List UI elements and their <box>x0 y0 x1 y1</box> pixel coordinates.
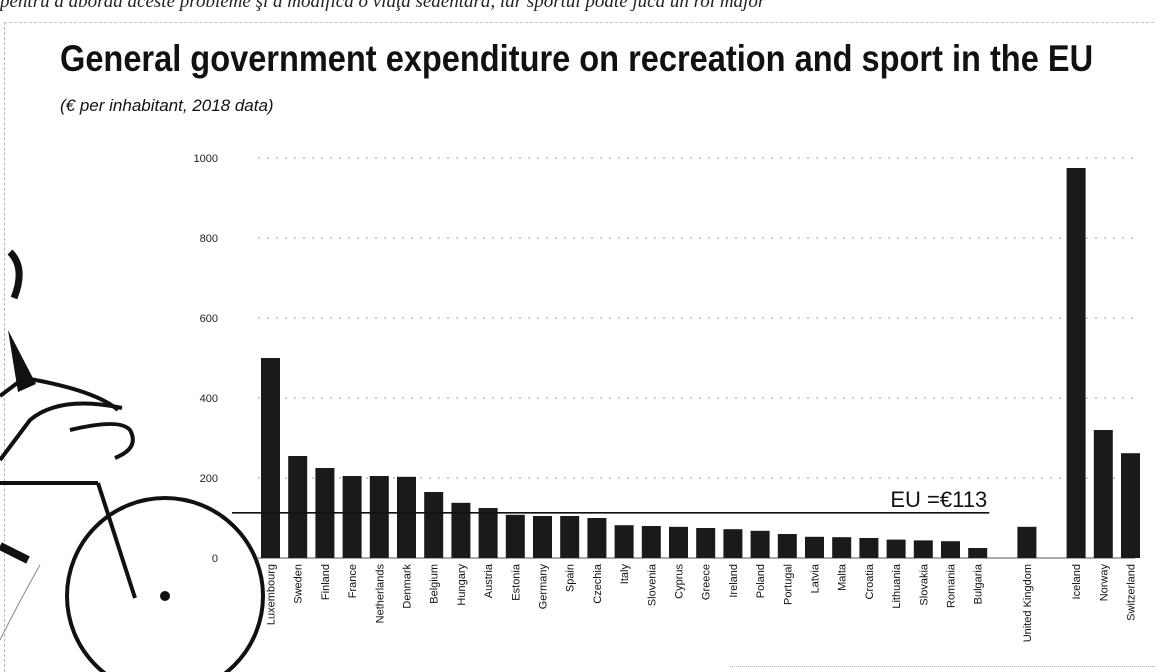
bar-portugal <box>777 534 797 558</box>
bar-norway <box>1093 430 1113 558</box>
bar-poland <box>750 530 770 558</box>
chart-subtitle: (€ per inhabitant, 2018 data) <box>60 96 274 115</box>
x-tick-label: Ireland <box>728 564 740 598</box>
x-tick-label: Netherlands <box>374 564 386 624</box>
x-tick-label: France <box>347 564 359 598</box>
x-tick-label: Italy <box>619 564 631 585</box>
x-tick-label: Denmark <box>402 564 414 609</box>
bar-greece <box>696 528 716 558</box>
x-tick-label: Hungary <box>456 564 468 606</box>
x-tick-label: Estonia <box>510 563 522 601</box>
x-tick-label: Czechia <box>592 563 604 604</box>
y-tick-label: 0 <box>212 553 218 565</box>
x-tick-label: Slovakia <box>918 563 930 605</box>
x-tick-label: Poland <box>755 564 767 598</box>
x-tick-label: Greece <box>701 564 713 600</box>
x-tick-label: Austria <box>483 563 495 598</box>
x-tick-label: Bulgaria <box>973 563 985 604</box>
bar-germany <box>533 516 552 558</box>
bar-malta <box>832 537 852 558</box>
x-tick-label: Malta <box>837 563 849 591</box>
y-tick-label: 600 <box>200 313 218 325</box>
x-axis-labels: Luxembourg Sweden Finland France Netherlands… <box>266 563 1138 642</box>
bar-iceland <box>1066 168 1086 558</box>
eu-reference-label: EU =€113 <box>890 487 987 512</box>
bar-hungary <box>451 502 471 558</box>
chart-bars <box>261 168 1140 558</box>
bar-romania <box>941 541 960 558</box>
bar-italy <box>614 525 634 558</box>
bar-croatia <box>859 538 879 558</box>
x-tick-label: Iceland <box>1071 564 1083 599</box>
bar-switzerland <box>1121 453 1140 558</box>
x-tick-label: Croatia <box>864 563 876 599</box>
y-tick-label: 200 <box>200 473 218 485</box>
chart-gridlines <box>258 157 1135 559</box>
bar-luxembourg <box>261 358 280 558</box>
bar-cyprus <box>669 526 688 558</box>
bar-france <box>342 476 362 558</box>
cyclist-illustration <box>0 249 265 672</box>
x-tick-label: United Kingdom <box>1022 564 1034 642</box>
y-axis: 0 200 400 600 800 1000 <box>194 153 218 565</box>
x-tick-label: Spain <box>565 564 577 592</box>
x-tick-label: Lithuania <box>891 563 903 609</box>
eu-average-line: EU =€113 <box>232 487 990 514</box>
bar-slovakia <box>913 540 933 558</box>
bar-latvia <box>805 536 824 558</box>
x-tick-label: Belgium <box>429 564 441 604</box>
page-header-text: pentru a aborda aceste probleme şi a mod… <box>0 0 766 12</box>
y-tick-label: 1000 <box>194 153 218 165</box>
x-tick-label: Norway <box>1098 564 1110 602</box>
bar-slovenia <box>641 526 661 558</box>
y-tick-label: 800 <box>200 233 218 245</box>
bar-spain <box>560 516 580 558</box>
x-tick-label: Slovenia <box>646 563 658 606</box>
x-tick-label: Finland <box>320 564 332 600</box>
bar-bulgaria <box>968 548 988 558</box>
bar-ireland <box>723 529 743 558</box>
x-tick-label: Cyprus <box>674 564 686 599</box>
x-tick-label: Romania <box>946 563 958 608</box>
x-tick-label: Portugal <box>782 564 794 605</box>
x-tick-label: Luxembourg <box>266 564 278 625</box>
x-tick-label: Switzerland <box>1126 564 1138 621</box>
bar-netherlands <box>369 476 389 558</box>
bar-estonia <box>505 514 525 558</box>
x-tick-label: Latvia <box>810 563 822 593</box>
bar-lithuania <box>886 539 906 558</box>
page-bottom-rule <box>730 666 1155 667</box>
x-tick-label: Sweden <box>293 564 305 604</box>
bar-austria <box>478 508 498 558</box>
chart-title: General government expenditure on recrea… <box>60 38 1094 79</box>
bar-sweden <box>288 456 308 558</box>
bar-czechia <box>587 518 607 558</box>
frame-border-top <box>4 22 1154 23</box>
frame-border-left <box>4 22 5 672</box>
x-tick-label: Germany <box>538 564 550 610</box>
y-tick-label: 400 <box>200 393 218 405</box>
bar-united-kingdom <box>1017 526 1037 558</box>
bar-denmark <box>397 476 416 558</box>
bar-belgium <box>424 492 444 558</box>
